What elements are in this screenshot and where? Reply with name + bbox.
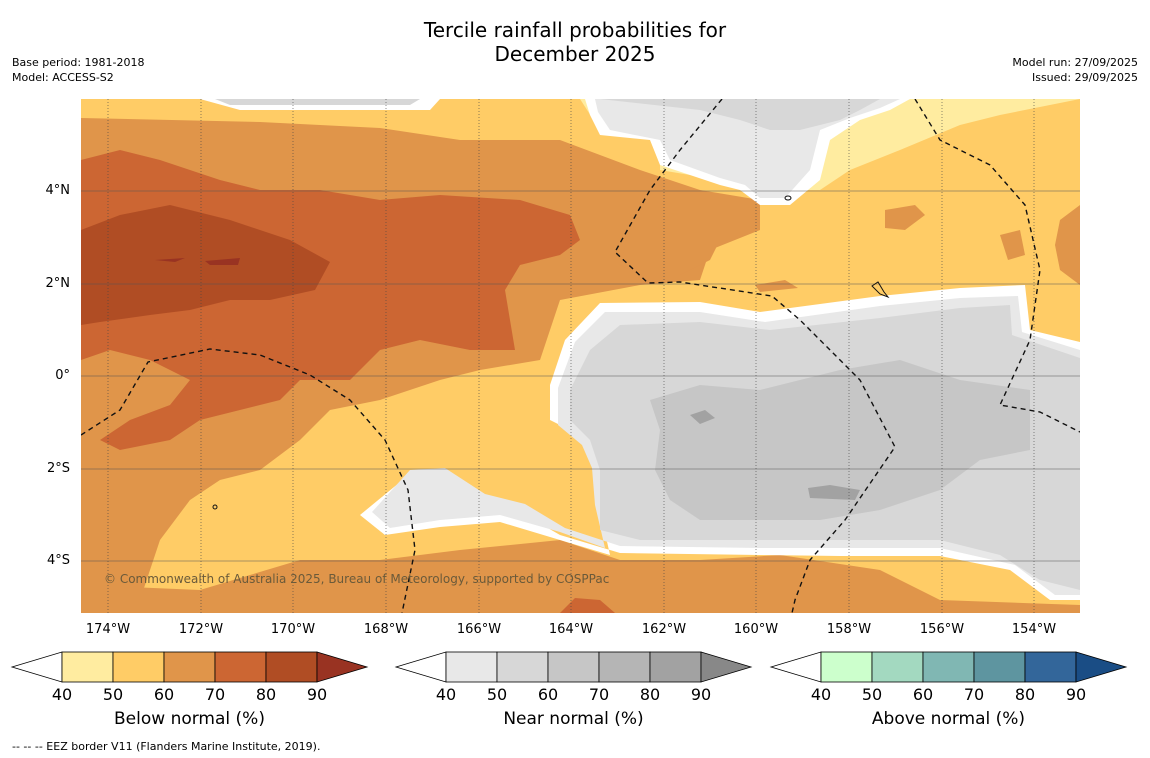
colorbar-tick-label: 40: [811, 685, 831, 704]
eez-footnote: -- -- -- EEZ border V11 (Flanders Marine…: [12, 740, 321, 753]
colorbar-under-triangle: [10, 651, 63, 683]
colorbar-tick-label: 70: [205, 685, 225, 704]
colorbar-under-triangle: [769, 651, 822, 683]
colorbar-segment: [871, 651, 924, 683]
longitude-label: 160°W: [733, 622, 779, 637]
colorbar-tick-label: 90: [1066, 685, 1086, 704]
colorbar-tick-label: 70: [964, 685, 984, 704]
colorbar-tick-label: 50: [487, 685, 507, 704]
colorbar: 40 50 60 70 80 90: [394, 651, 753, 704]
colorbar-title: Near normal (%): [503, 709, 644, 729]
colorbar-tick-label: 70: [589, 685, 609, 704]
colorbar-tick-label: 60: [913, 685, 933, 704]
map-field: [81, 99, 1080, 613]
colorbar-segment: [1024, 651, 1077, 683]
longitude-label: 166°W: [456, 622, 502, 637]
below-normal-60-70-south-region: [81, 540, 1080, 613]
colorbars: 40 50 60 70 80 90 40 50 60 70 80 90 40 50 60 70 80 90: [10, 651, 1128, 704]
colorbar-tick-label: 40: [436, 685, 456, 704]
colorbar-segment: [649, 651, 702, 683]
colorbar-segment: [265, 651, 318, 683]
colorbar-tick-label: 50: [862, 685, 882, 704]
colorbar-segment: [445, 651, 498, 683]
colorbar-tick-label: 80: [1015, 685, 1035, 704]
copyright-notice: © Commonwealth of Australia 2025, Bureau…: [104, 572, 610, 586]
longitude-label: 164°W: [548, 622, 594, 637]
title-line-1: Tercile rainfall probabilities for: [423, 18, 727, 42]
longitude-label: 172°W: [178, 622, 224, 637]
longitude-label: 158°W: [826, 622, 872, 637]
map-title: Tercile rainfall probabilities for Decem…: [0, 18, 1150, 66]
below-normal-70-80-south-region: [560, 598, 615, 613]
longitude-label: 170°W: [270, 622, 316, 637]
colorbar: 40 50 60 70 80 90: [10, 651, 369, 704]
colorbar-tick-label: 50: [103, 685, 123, 704]
below-normal-90-region: [155, 258, 240, 265]
islands: [212, 195, 890, 510]
eez-borders: [81, 99, 1080, 613]
colorbar-tick-label: 80: [640, 685, 660, 704]
latitude-gridlines: [81, 190, 1080, 562]
colorbar-tick-label: 80: [256, 685, 276, 704]
colorbar-tick-label: 90: [691, 685, 711, 704]
colorbar-segment: [163, 651, 216, 683]
colorbar-segment: [547, 651, 600, 683]
longitude-label: 154°W: [1011, 622, 1057, 637]
below-normal-80-90-region: [81, 205, 330, 325]
colorbar-under-triangle: [394, 651, 447, 683]
latitude-label: 4°N: [45, 183, 71, 198]
colorbar: 40 50 60 70 80 90: [769, 651, 1128, 704]
near-normal-60-70-region: [650, 360, 1030, 520]
latitude-label: 0°: [55, 368, 70, 383]
colorbar-over-triangle: [316, 651, 369, 683]
base-period: Base period: 1981-2018: [12, 56, 145, 69]
longitude-label: 156°W: [919, 622, 965, 637]
colorbar-title: Above normal (%): [871, 709, 1026, 729]
colorbar-tick-label: 60: [154, 685, 174, 704]
colorbar-segment: [112, 651, 165, 683]
longitude-label: 168°W: [363, 622, 409, 637]
title-line-2: December 2025: [494, 42, 656, 66]
colorbar-segment: [61, 651, 114, 683]
meta-left: Base period: 1981-2018 Model: ACCESS-S2: [12, 55, 144, 85]
colorbar-title: Below normal (%): [114, 709, 265, 729]
model-run: Model run: 27/09/2025: [1012, 56, 1138, 69]
model-name: Model: ACCESS-S2: [12, 71, 114, 84]
near-normal-50-60-north-region: [600, 99, 880, 130]
meta-right: Model run: 27/09/2025 Issued: 29/09/2025: [1012, 55, 1138, 85]
latitude-label: 4°S: [46, 553, 70, 568]
colorbar-segment: [214, 651, 267, 683]
colorbar-over-triangle: [700, 651, 753, 683]
longitude-label: 162°W: [641, 622, 687, 637]
colorbar-tick-label: 60: [538, 685, 558, 704]
latitude-label: 2°N: [45, 276, 71, 291]
colorbar-segment: [496, 651, 549, 683]
issued-date: Issued: 29/09/2025: [1031, 71, 1138, 84]
longitude-label: 174°W: [85, 622, 131, 637]
colorbar-tick-label: 90: [307, 685, 327, 704]
latitude-label: 2°S: [46, 461, 70, 476]
near-normal-80-90-region: [808, 485, 860, 500]
colorbar-tick-label: 40: [52, 685, 72, 704]
colorbar-segment: [598, 651, 651, 683]
colorbar-segment: [973, 651, 1026, 683]
colorbar-segment: [820, 651, 873, 683]
colorbar-segment: [922, 651, 975, 683]
colorbar-over-triangle: [1075, 651, 1128, 683]
